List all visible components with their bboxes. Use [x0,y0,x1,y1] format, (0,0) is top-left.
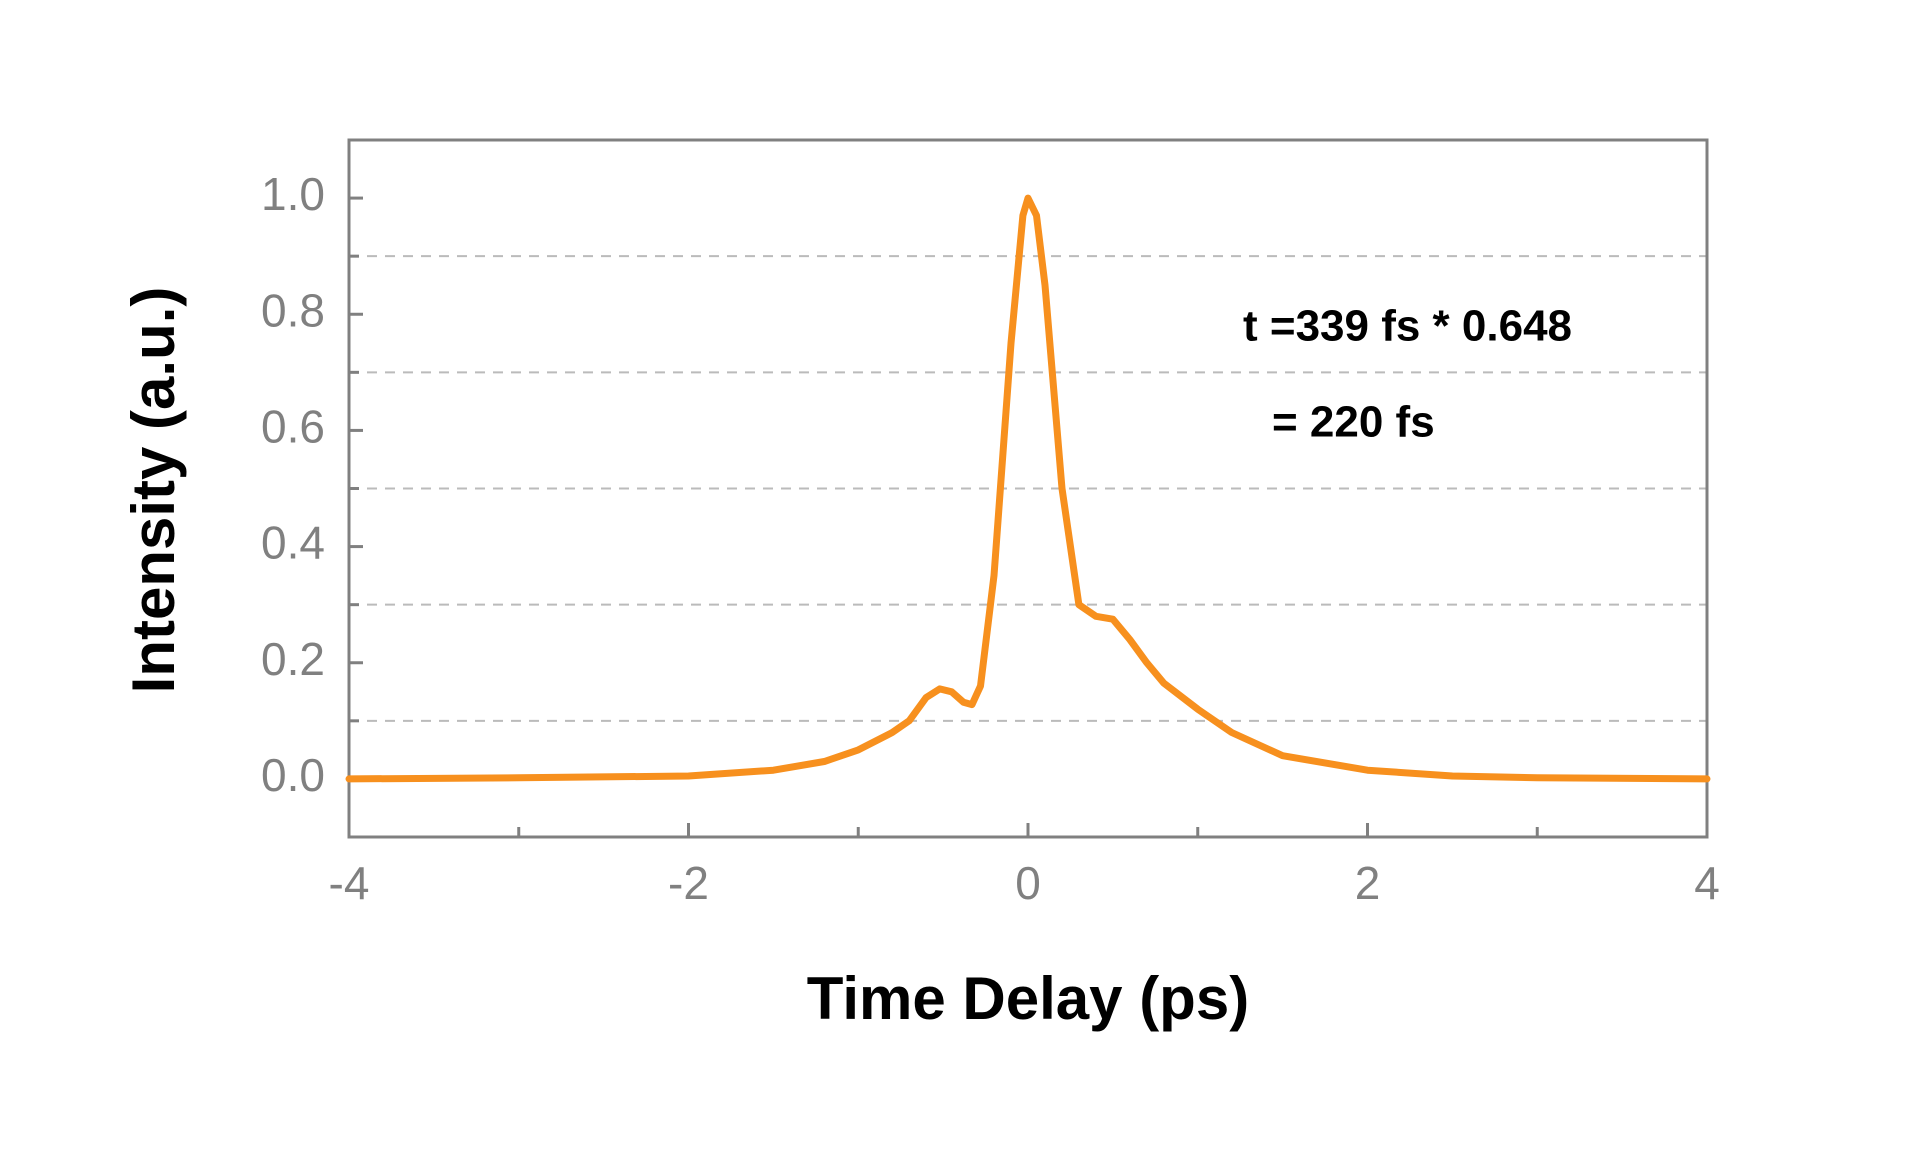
x-axis-title: Time Delay (ps) [807,965,1249,1032]
y-axis-title: Intensity (a.u.) [120,287,187,694]
y-tick-label: 0.8 [261,284,325,336]
annotation: t =339 fs * 0.648 [1243,302,1572,351]
x-tick-label: 0 [1015,857,1041,909]
data-line [345,194,1711,783]
x-tick-label: 2 [1355,857,1381,909]
y-tick-label: 0.2 [261,633,325,685]
x-tick-label: -4 [329,857,370,909]
x-tick-label: -2 [668,857,709,909]
y-tick-label: 0.6 [261,401,325,453]
y-tick-label: 0.0 [261,749,325,801]
plot-frame [347,138,1709,839]
annotation: = 220 fs [1272,398,1435,447]
y-tick-label: 1.0 [261,168,325,220]
x-tick-label: 4 [1694,857,1720,909]
y-tick-label: 0.4 [261,517,325,569]
